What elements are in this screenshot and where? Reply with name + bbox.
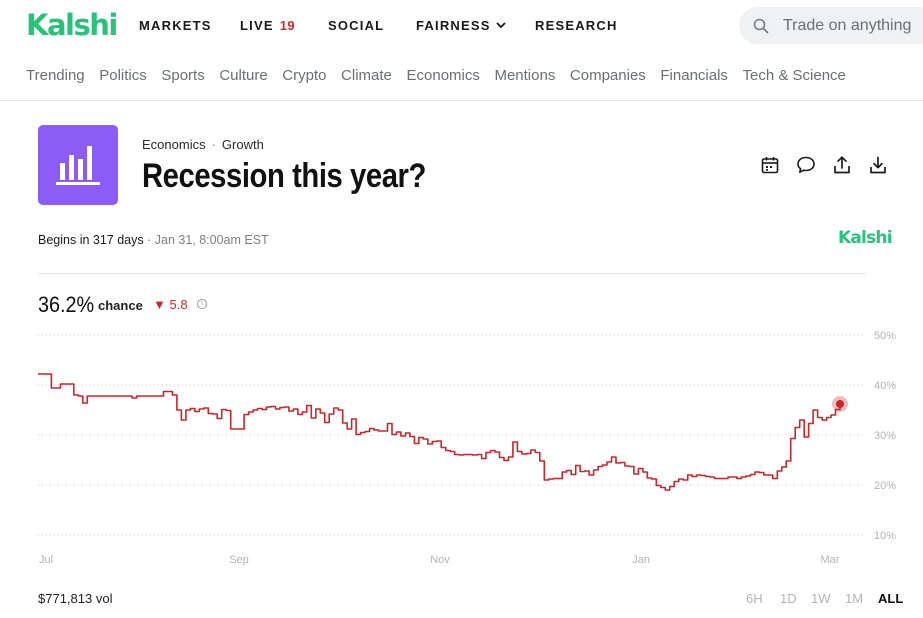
x-tick-label: Nov <box>430 554 450 566</box>
nav-social[interactable]: SOCIAL <box>328 18 385 33</box>
nav-live-label: LIVE <box>240 18 274 33</box>
search-icon <box>753 18 769 34</box>
category-companies[interactable]: Companies <box>569 67 646 84</box>
nav-fairness[interactable]: FAIRNESS <box>416 18 506 33</box>
y-tick-label: 20% <box>874 480 896 492</box>
breadcrumb: Economics · Growth <box>142 137 264 152</box>
share-icon[interactable] <box>832 155 852 175</box>
range-1w[interactable]: 1W <box>811 591 831 606</box>
y-tick-label: 50% <box>874 330 896 342</box>
header-divider <box>0 100 923 101</box>
nav-live[interactable]: LIVE 19 <box>240 18 295 33</box>
category-tech-science[interactable]: Tech & Science <box>742 67 846 84</box>
range-1d[interactable]: 1D <box>780 591 797 606</box>
chance-value: 36.2% <box>38 292 95 317</box>
category-economics[interactable]: Economics <box>406 67 480 84</box>
category-nav: Trending Politics Sports Culture Crypto Clima… <box>26 67 861 84</box>
breadcrumb-subcategory[interactable]: Growth <box>221 137 264 152</box>
down-arrow-icon: ▼ <box>153 297 166 312</box>
current-point <box>836 400 844 408</box>
x-tick-label: Mar <box>821 554 840 566</box>
market-begins-info: Begins in 317 days · Jan 31, 8:00am EST <box>38 233 269 247</box>
y-tick-label: 30% <box>874 430 896 442</box>
range-6h[interactable]: 6H <box>746 591 763 606</box>
info-icon[interactable]: i <box>197 299 207 309</box>
kalshi-logo[interactable]: Kalshi <box>26 8 118 42</box>
bar-chart-icon <box>56 146 100 185</box>
y-tick-label: 10% <box>874 530 896 542</box>
top-nav-bar: Kalshi MARKETS LIVE 19 SOCIAL FAIRNESS RE… <box>0 0 923 52</box>
range-all[interactable]: ALL <box>878 591 904 606</box>
breadcrumb-category[interactable]: Economics <box>142 137 206 152</box>
market-title: Recession this year? <box>142 157 426 195</box>
chevron-down-icon <box>495 21 506 28</box>
nav-research[interactable]: RESEARCH <box>535 18 618 33</box>
search-box <box>739 7 923 44</box>
category-crypto[interactable]: Crypto <box>282 67 327 84</box>
x-tick-label: Jan <box>632 554 650 566</box>
section-divider <box>38 273 866 274</box>
range-1m[interactable]: 1M <box>845 591 864 606</box>
nav-markets[interactable]: MARKETS <box>139 18 212 33</box>
begins-date: Jan 31, 8:00am EST <box>154 233 269 247</box>
market-icon <box>38 125 118 205</box>
chance-delta: ▼ 5.8 <box>153 297 188 312</box>
category-culture[interactable]: Culture <box>219 67 268 84</box>
volume-label: $771,813 vol <box>38 591 113 606</box>
download-icon[interactable] <box>868 155 888 175</box>
live-count-badge: 19 <box>279 18 296 33</box>
comment-icon[interactable] <box>796 155 816 175</box>
category-politics[interactable]: Politics <box>99 67 147 84</box>
begins-label: Begins in 317 days <box>38 233 144 247</box>
category-sports[interactable]: Sports <box>161 67 205 84</box>
category-trending[interactable]: Trending <box>26 67 85 84</box>
search-input[interactable] <box>783 15 923 37</box>
x-tick-label: Sep <box>229 554 249 566</box>
chance-label: chance <box>98 298 143 313</box>
price-chart[interactable]: 50% 40% 30% 20% 10% Jul Sep Nov Jan Mar <box>0 320 923 580</box>
x-tick-label: Jul <box>39 554 53 566</box>
y-tick-label: 40% <box>874 380 896 392</box>
category-climate[interactable]: Climate <box>341 67 392 84</box>
nav-fairness-label: FAIRNESS <box>416 18 491 33</box>
calendar-icon[interactable] <box>760 155 780 175</box>
delta-value: 5.8 <box>169 297 188 312</box>
price-chart-svg: 50% 40% 30% 20% 10% Jul Sep Nov Jan Mar <box>38 330 896 566</box>
kalshi-brand-mark: Kalshi <box>838 228 893 248</box>
series-line <box>38 373 841 491</box>
category-mentions[interactable]: Mentions <box>494 67 556 84</box>
category-financials[interactable]: Financials <box>660 67 728 84</box>
